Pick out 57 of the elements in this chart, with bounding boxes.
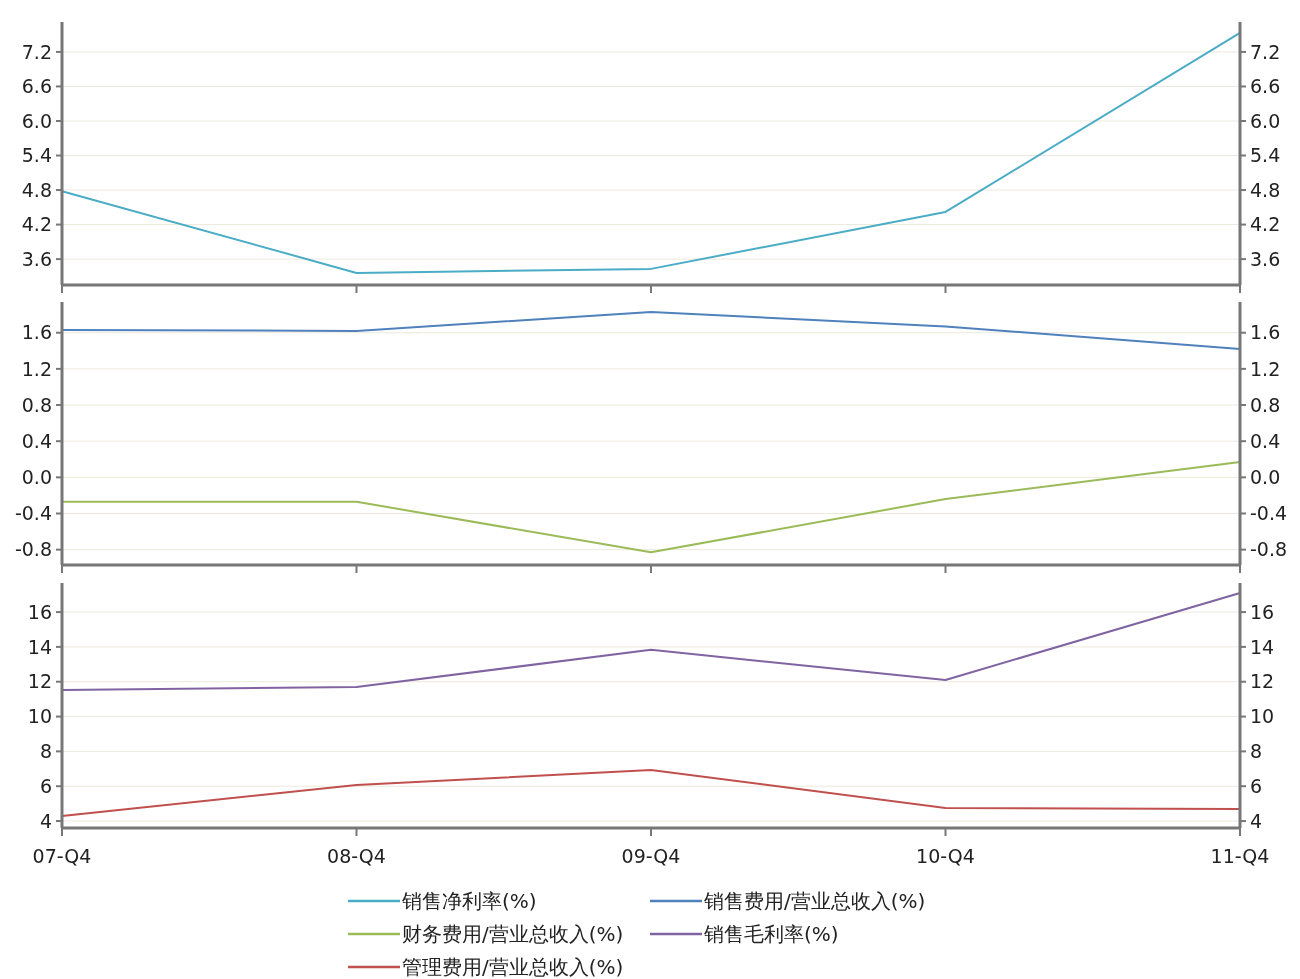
- y2-tick-label: 7.2: [1250, 40, 1281, 63]
- y-tick-label: 7.2: [21, 40, 52, 63]
- line-series: [61, 460, 1241, 554]
- y-tick-label: 12: [27, 670, 52, 693]
- y-tick-label: 1.2: [21, 357, 52, 380]
- y2-tick-label: 10: [1250, 705, 1275, 728]
- y2-tick-label: 0.0: [1250, 465, 1281, 488]
- y-tick-label: 0.0: [21, 465, 52, 488]
- y2-tick-label: 6.6: [1250, 75, 1281, 98]
- line-series: [61, 310, 1241, 350]
- line-series: [61, 769, 1241, 817]
- y2-tick-label: 4: [1250, 809, 1263, 832]
- y-tick-label: 4.8: [21, 178, 52, 201]
- y-tick-label: 16: [27, 600, 52, 623]
- y-tick-label: 1.6: [21, 321, 52, 344]
- legend-label: 销售毛利率(%): [703, 922, 839, 946]
- x-tick-label: 10-Q4: [916, 845, 975, 867]
- y2-tick-label: 12: [1250, 670, 1275, 693]
- legend-label: 财务费用/营业总收入(%): [402, 922, 624, 946]
- legend-label: 管理费用/营业总收入(%): [402, 955, 624, 979]
- y-tick-label: 3.6: [21, 247, 52, 270]
- y2-tick-label: 1.2: [1250, 357, 1281, 380]
- y2-tick-label: -0.4: [1250, 502, 1288, 525]
- y2-tick-label: 1.6: [1250, 321, 1281, 344]
- x-tick-label: 11-Q4: [1210, 845, 1270, 867]
- y2-tick-label: 0.8: [1250, 393, 1281, 416]
- y-tick-label: 8: [39, 740, 52, 763]
- y2-tick-label: 5.4: [1250, 144, 1281, 167]
- y-tick-label: 0.8: [21, 393, 52, 416]
- y-tick-label: 14: [27, 635, 52, 658]
- y-tick-label: 6.6: [21, 75, 52, 98]
- y2-tick-label: -0.8: [1250, 538, 1288, 561]
- y-tick-label: 4: [39, 809, 52, 832]
- y-tick-label: 5.4: [21, 144, 52, 167]
- line-series: [61, 31, 1241, 274]
- y-tick-label: 0.4: [21, 429, 52, 452]
- y-tick-label: 6.0: [21, 109, 52, 132]
- y2-tick-label: 6: [1250, 774, 1263, 797]
- y2-tick-label: 14: [1250, 635, 1275, 658]
- y2-tick-label: 4.8: [1250, 178, 1281, 201]
- y2-tick-label: 4.2: [1250, 213, 1281, 236]
- y-tick-label: -0.8: [14, 538, 52, 561]
- y-tick-label: 4.2: [21, 213, 52, 236]
- y-tick-label: 6: [39, 774, 52, 797]
- x-tick-label: 09-Q4: [621, 845, 681, 867]
- y2-tick-label: 6.0: [1250, 109, 1281, 132]
- line-series: [61, 591, 1241, 691]
- y2-tick-label: 8: [1250, 740, 1263, 763]
- x-tick-label: 07-Q4: [32, 845, 92, 867]
- y2-tick-label: 0.4: [1250, 429, 1281, 452]
- legend-label: 销售费用/营业总收入(%): [703, 889, 926, 913]
- y2-tick-label: 3.6: [1250, 247, 1281, 270]
- y-tick-label: 10: [27, 705, 52, 728]
- legend-label: 销售净利率(%): [401, 889, 537, 913]
- x-tick-label: 08-Q4: [327, 845, 386, 867]
- y-tick-label: -0.4: [14, 502, 52, 525]
- y2-tick-label: 16: [1250, 600, 1275, 623]
